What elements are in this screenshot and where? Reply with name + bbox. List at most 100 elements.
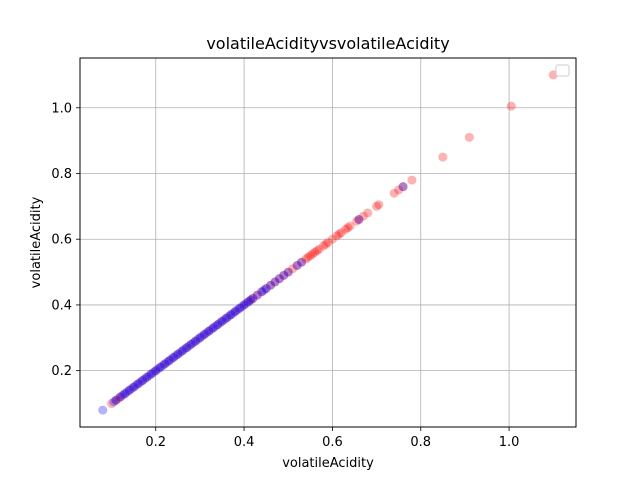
chart-title: volatileAcidityvsvolatileAcidity [206, 34, 449, 53]
blue-data-point [213, 320, 223, 330]
blue-data-point [120, 389, 130, 399]
red-data-point [292, 261, 302, 270]
blue-data-point [124, 385, 134, 395]
y-axis-title: volatileAcidity [29, 196, 44, 288]
blue-data-point [398, 182, 408, 192]
red-data-point [372, 201, 382, 211]
blue-data-point [168, 353, 178, 362]
blue-data-point [126, 384, 136, 394]
blue-data-point [297, 257, 306, 267]
legend-box [555, 64, 570, 77]
blue-data-point [202, 328, 212, 338]
blue-data-point [354, 215, 364, 224]
blue-data-point [226, 310, 236, 320]
blue-data-point [164, 356, 174, 366]
red-data-point [310, 247, 320, 257]
blue-data-point [232, 305, 242, 315]
red-data-point [142, 372, 152, 382]
red-data-point [407, 175, 417, 185]
red-data-point [266, 280, 276, 290]
red-data-point [303, 252, 313, 262]
red-data-point [182, 343, 192, 353]
red-data-point [146, 369, 156, 379]
blue-data-point [182, 343, 192, 353]
red-data-point [186, 339, 196, 349]
blue-data-point [133, 379, 143, 389]
blue-data-point [230, 307, 240, 316]
red-data-point [336, 228, 346, 238]
blue-data-point [224, 311, 234, 321]
red-data-point [177, 346, 187, 356]
blue-data-point [188, 338, 198, 348]
red-data-point [398, 182, 408, 192]
x-tick-label: 0.6 [322, 435, 343, 450]
red-data-point [195, 333, 205, 343]
red-data-point [226, 310, 236, 320]
red-data-point [204, 326, 214, 336]
x-tick-label: 1.0 [499, 435, 520, 450]
blue-data-point [111, 395, 121, 405]
red-data-point [354, 215, 364, 224]
red-data-point [257, 287, 267, 297]
red-data-point [129, 382, 139, 392]
red-data-point [327, 234, 337, 244]
red-data-point [115, 392, 125, 402]
red-data-point [230, 307, 240, 316]
blue-data-point [151, 366, 161, 376]
red-data-point [160, 359, 170, 369]
blue-data-point [261, 284, 271, 293]
blue-data-point [142, 372, 152, 382]
blue-data-point [219, 315, 229, 325]
red-data-point [438, 152, 448, 162]
blue-data-point [283, 267, 293, 277]
blue-data-point [191, 336, 200, 346]
red-data-point [389, 188, 399, 198]
blue-data-point [186, 339, 196, 349]
blue-data-point [270, 277, 280, 287]
red-data-point [111, 395, 121, 405]
red-data-point [358, 211, 368, 221]
red-data-point [113, 394, 123, 404]
blue-data-point [138, 376, 147, 386]
red-data-point [464, 132, 474, 142]
red-data-point [305, 251, 315, 261]
blue-data-point [184, 341, 194, 351]
grid-lines [80, 58, 576, 427]
blue-data-point [153, 364, 163, 374]
data-points [98, 70, 558, 415]
blue-data-point [252, 290, 262, 300]
y-tick-label: 1.0 [51, 101, 72, 116]
plot-frame [79, 57, 577, 428]
blue-data-point [221, 313, 231, 323]
red-data-point [314, 244, 324, 254]
red-data-point [235, 303, 245, 313]
blue-data-point [246, 295, 256, 305]
blue-data-point [228, 308, 238, 318]
blue-data-point [135, 377, 145, 387]
blue-data-point [144, 371, 154, 381]
y-tick-label: 0.8 [51, 167, 72, 182]
red-data-point [191, 336, 200, 346]
blue-data-point [210, 321, 220, 331]
red-data-point [297, 257, 306, 267]
blue-data-point [193, 334, 203, 344]
y-tick-label: 0.2 [51, 364, 72, 379]
blue-data-point [279, 270, 289, 280]
red-data-point [208, 323, 218, 333]
blue-data-point [177, 346, 187, 356]
red-data-point [301, 254, 311, 264]
blue-data-point [162, 357, 172, 367]
red-data-point [319, 241, 329, 251]
red-data-point [274, 274, 284, 284]
blue-data-point [115, 392, 125, 402]
red-data-point [270, 277, 280, 287]
red-data-point [506, 101, 516, 111]
red-data-point [155, 362, 165, 372]
red-data-point [246, 295, 256, 305]
red-data-point [124, 385, 134, 395]
blue-data-point [149, 367, 159, 377]
blue-data-point [171, 351, 181, 361]
blue-data-point [109, 397, 119, 407]
axis-ticks: 0.2 0.4 0.6 0.8 1.0 0.2 0.4 0.6 0.8 1.0 [51, 101, 519, 450]
